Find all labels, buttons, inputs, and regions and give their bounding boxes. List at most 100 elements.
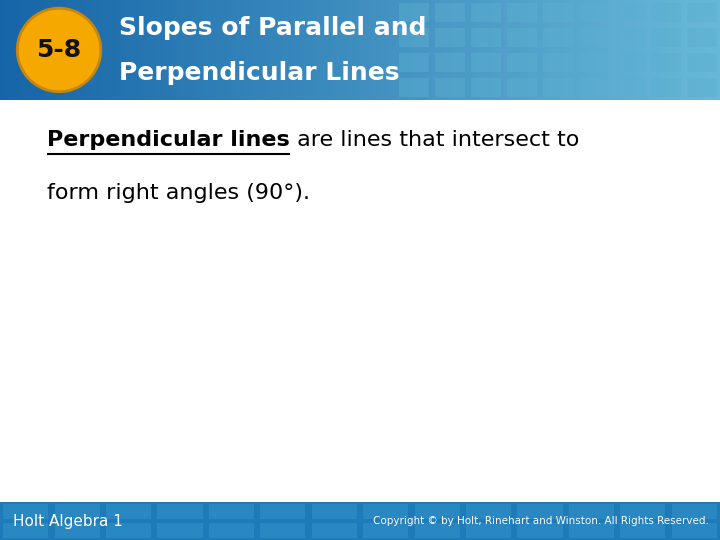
Bar [384,0,390,100]
Bar [174,0,180,100]
Bar [0,502,720,540]
Bar [300,0,306,100]
Bar [288,0,294,100]
Bar [486,0,492,100]
Text: Holt Algebra 1: Holt Algebra 1 [13,514,123,529]
Text: 5-8: 5-8 [37,38,81,62]
Bar [615,78,645,97]
Bar [336,0,342,100]
Bar [552,0,558,100]
Bar [60,0,66,100]
Bar [687,53,717,72]
Bar [518,504,562,519]
Bar [264,0,270,100]
Bar [516,0,522,100]
Bar [507,78,537,97]
Bar [354,0,360,100]
Bar [466,504,511,519]
Bar [606,0,612,100]
Bar [510,0,516,100]
Bar [294,0,300,100]
Bar [78,0,84,100]
Bar [708,0,714,100]
Bar [690,0,696,100]
Bar [306,0,312,100]
Bar [468,0,474,100]
Bar [168,0,174,100]
Bar [507,53,537,72]
Bar [435,28,465,47]
Text: Perpendicular Lines: Perpendicular Lines [119,61,400,85]
Bar [270,0,276,100]
Bar [150,0,156,100]
Bar [324,0,330,100]
Bar [209,523,254,538]
Bar [569,523,614,538]
Bar [504,0,510,100]
Bar [84,0,90,100]
Bar [582,0,588,100]
Bar [258,0,264,100]
Bar [108,0,114,100]
Bar [576,0,582,100]
Bar [702,0,708,100]
Bar [414,0,420,100]
Bar [209,504,254,519]
Bar [30,0,36,100]
Bar [471,3,501,22]
Text: Copyright © by Holt, Rinehart and Winston. All Rights Reserved.: Copyright © by Holt, Rinehart and Winsto… [374,516,709,526]
Bar [612,0,618,100]
Bar [630,0,636,100]
Bar [102,0,108,100]
Bar [462,0,468,100]
Bar [276,0,282,100]
Bar [132,0,138,100]
Bar [651,53,681,72]
Bar [240,0,246,100]
Bar [120,0,126,100]
Bar [579,28,609,47]
Bar [444,0,450,100]
Bar [540,0,546,100]
Bar [399,3,429,22]
Bar [144,0,150,100]
Bar [234,0,240,100]
Bar [66,0,72,100]
Bar [636,0,642,100]
Bar [372,0,378,100]
Bar [330,0,336,100]
Bar [672,504,717,519]
Bar [534,0,540,100]
Bar [204,0,210,100]
Bar [55,504,100,519]
Bar [594,0,600,100]
Bar [282,0,288,100]
Bar [570,0,576,100]
Bar [363,523,408,538]
Bar [666,0,672,100]
Bar [3,523,48,538]
Bar [642,0,648,100]
Bar [378,0,384,100]
Bar [48,0,54,100]
Bar [660,0,666,100]
Bar [402,0,408,100]
Bar [471,78,501,97]
Ellipse shape [17,8,101,92]
Bar [543,78,573,97]
Bar [579,78,609,97]
Bar [528,0,534,100]
Bar [408,0,414,100]
Bar [543,28,573,47]
Bar [312,504,357,519]
Bar [654,0,660,100]
Bar [415,504,460,519]
Bar [618,0,624,100]
Bar [420,0,426,100]
Bar [180,0,186,100]
Bar [543,3,573,22]
Bar [162,0,168,100]
Bar [18,0,24,100]
Bar [399,53,429,72]
Bar [366,0,372,100]
